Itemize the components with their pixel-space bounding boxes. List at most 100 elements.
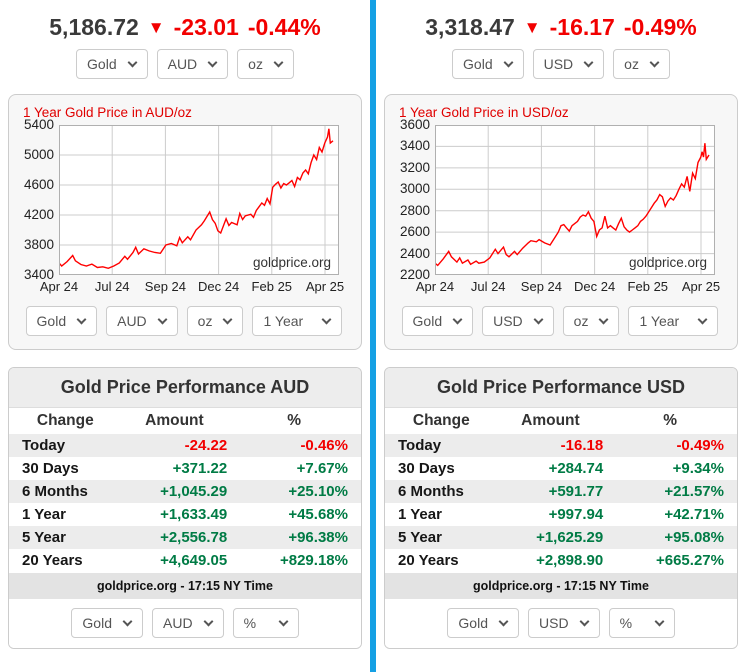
x-tick-label: Jul 24 — [470, 279, 506, 294]
price-change: -23.01 — [173, 14, 239, 40]
currency-select[interactable]: USD — [528, 608, 600, 638]
chevron-down-icon — [599, 314, 609, 325]
chart-widget-aud: 1 Year Gold Price in AUD/oz 3400 3800 4200… — [8, 94, 362, 350]
chevron-down-icon — [583, 57, 594, 68]
down-arrow-icon: ▼ — [147, 18, 165, 37]
chart-selectors-usd: Gold USD oz 1 Year — [393, 306, 727, 336]
currency-select[interactable]: AUD — [152, 608, 224, 638]
y-tick-label: 5400 — [23, 117, 54, 132]
price-header-aud: 5,186.72 ▼ -23.01 -0.44% — [6, 14, 364, 41]
unit-select-value: oz — [624, 56, 639, 72]
metal-select-value: Gold — [82, 615, 112, 631]
metal-select[interactable]: Gold — [401, 306, 474, 336]
timeframe-select[interactable]: 1 Year — [252, 306, 343, 336]
chart-title: 1 Year Gold Price in USD/oz — [399, 105, 569, 120]
metal-select[interactable]: Gold — [452, 49, 524, 79]
table-row: 1 Year +1,633.49 +45.68% — [22, 506, 348, 523]
price-change-pct: -0.49% — [623, 14, 697, 40]
metal-select[interactable]: Gold — [71, 608, 143, 638]
chevron-down-icon — [322, 314, 332, 325]
chart-region: 2200 2400 2600 2800 3000 3200 3400 3600 goldpri… — [393, 117, 727, 282]
bottom-selectors-aud: Gold AUD % — [9, 599, 361, 648]
y-tick-label: 3400 — [399, 138, 430, 154]
y-tick-label: 3800 — [23, 237, 54, 252]
price-change-pct: -0.44% — [247, 14, 321, 40]
col-header-pct: % — [287, 412, 301, 429]
currency-select[interactable]: AUD — [106, 306, 178, 336]
x-tick-label: Sep 24 — [520, 279, 562, 294]
metal-select[interactable]: Gold — [76, 49, 148, 79]
table-row: 1 Year +997.94 +42.71% — [398, 506, 724, 523]
x-axis: Apr 24 Jul 24 Sep 24 Dec 24 Feb 25 Apr 25 — [40, 275, 344, 295]
current-price: 5,186.72 — [49, 14, 139, 40]
display-mode-select-value: % — [243, 615, 257, 631]
price-change: -16.17 — [549, 14, 615, 40]
down-arrow-icon: ▼ — [523, 18, 541, 37]
chevron-down-icon — [452, 314, 463, 325]
table-row: 20 Years +4,649.05 +829.18% — [22, 552, 348, 569]
table-title: Gold Price Performance AUD — [9, 368, 361, 408]
y-tick-label: 3000 — [399, 181, 430, 197]
chevron-down-icon — [654, 616, 665, 627]
table-rows: Today -24.22 -0.46% 30 Days +371.22 +7.6… — [9, 434, 361, 572]
metal-select[interactable]: Gold — [447, 608, 519, 638]
watermark-link[interactable]: goldprice.org — [628, 255, 707, 270]
metal-select-value: Gold — [36, 313, 67, 329]
top-selectors-aud: Gold AUD oz — [6, 49, 364, 79]
currency-select-value: USD — [539, 615, 569, 631]
unit-select[interactable]: oz — [186, 306, 244, 336]
chart-selectors-aud: Gold AUD oz 1 Year — [17, 306, 351, 336]
table-row: 30 Days +371.22 +7.67% — [22, 460, 348, 477]
unit-select[interactable]: oz — [562, 306, 620, 336]
y-tick-label: 2200 — [399, 267, 430, 282]
chevron-down-icon — [207, 57, 218, 68]
table-row: 20 Years +2,898.90 +665.27% — [398, 552, 724, 569]
chart-region: 3400 3800 4200 4600 5000 5400 goldprice.org — [17, 117, 351, 282]
metal-select[interactable]: Gold — [25, 306, 98, 336]
currency-select[interactable]: USD — [482, 306, 554, 336]
x-tick-label: Sep 24 — [144, 279, 186, 294]
display-mode-select[interactable]: % — [608, 608, 675, 638]
x-tick-label: Feb 25 — [627, 279, 669, 294]
chevron-down-icon — [203, 616, 214, 627]
currency-select[interactable]: USD — [532, 49, 605, 79]
y-tick-label: 3600 — [399, 117, 430, 132]
display-mode-select[interactable]: % — [232, 608, 299, 638]
current-price: 3,318.47 — [425, 14, 515, 40]
unit-select-value: oz — [573, 313, 589, 329]
table-header-row: Change Amount % — [9, 408, 361, 434]
timeframe-select-value: 1 Year — [263, 313, 304, 329]
chevron-down-icon — [127, 57, 138, 68]
x-tick-label: Apr 24 — [39, 279, 79, 294]
chevron-down-icon — [533, 314, 544, 325]
table-rows: Today -16.18 -0.49% 30 Days +284.74 +9.3… — [385, 434, 737, 572]
x-tick-label: Apr 25 — [681, 279, 721, 294]
table-row: 6 Months +591.77 +21.57% — [385, 480, 737, 503]
col-header-amount: Amount — [145, 412, 204, 429]
chevron-down-icon — [698, 314, 708, 325]
chevron-down-icon — [122, 616, 133, 627]
table-row: 6 Months +1,045.29 +25.10% — [9, 480, 361, 503]
unit-select[interactable]: oz — [613, 49, 670, 79]
currency-select[interactable]: AUD — [156, 49, 229, 79]
table-header-row: Change Amount % — [385, 408, 737, 434]
x-tick-label: Dec 24 — [197, 279, 240, 294]
metal-select-value: Gold — [412, 313, 443, 329]
table-row: Today -16.18 -0.49% — [385, 434, 737, 457]
currency-select-value: AUD — [163, 615, 193, 631]
col-header-amount: Amount — [521, 412, 580, 429]
x-axis: Apr 24 Jul 24 Sep 24 Dec 24 Feb 25 Apr 25 — [416, 275, 720, 295]
y-tick-label: 2800 — [399, 202, 430, 218]
chevron-down-icon — [223, 314, 233, 325]
chevron-down-icon — [76, 314, 87, 325]
chevron-down-icon — [157, 314, 168, 325]
col-header-pct: % — [663, 412, 677, 429]
aud-panel: 5,186.72 ▼ -23.01 -0.44% Gold AUD oz 1 Y… — [0, 0, 370, 672]
unit-select[interactable]: oz — [237, 49, 294, 79]
timeframe-select[interactable]: 1 Year — [628, 306, 719, 336]
metal-select-value: Gold — [463, 56, 493, 72]
y-tick-label: 2400 — [399, 245, 430, 261]
y-tick-label: 2600 — [399, 224, 430, 240]
watermark-link[interactable]: goldprice.org — [252, 255, 331, 270]
